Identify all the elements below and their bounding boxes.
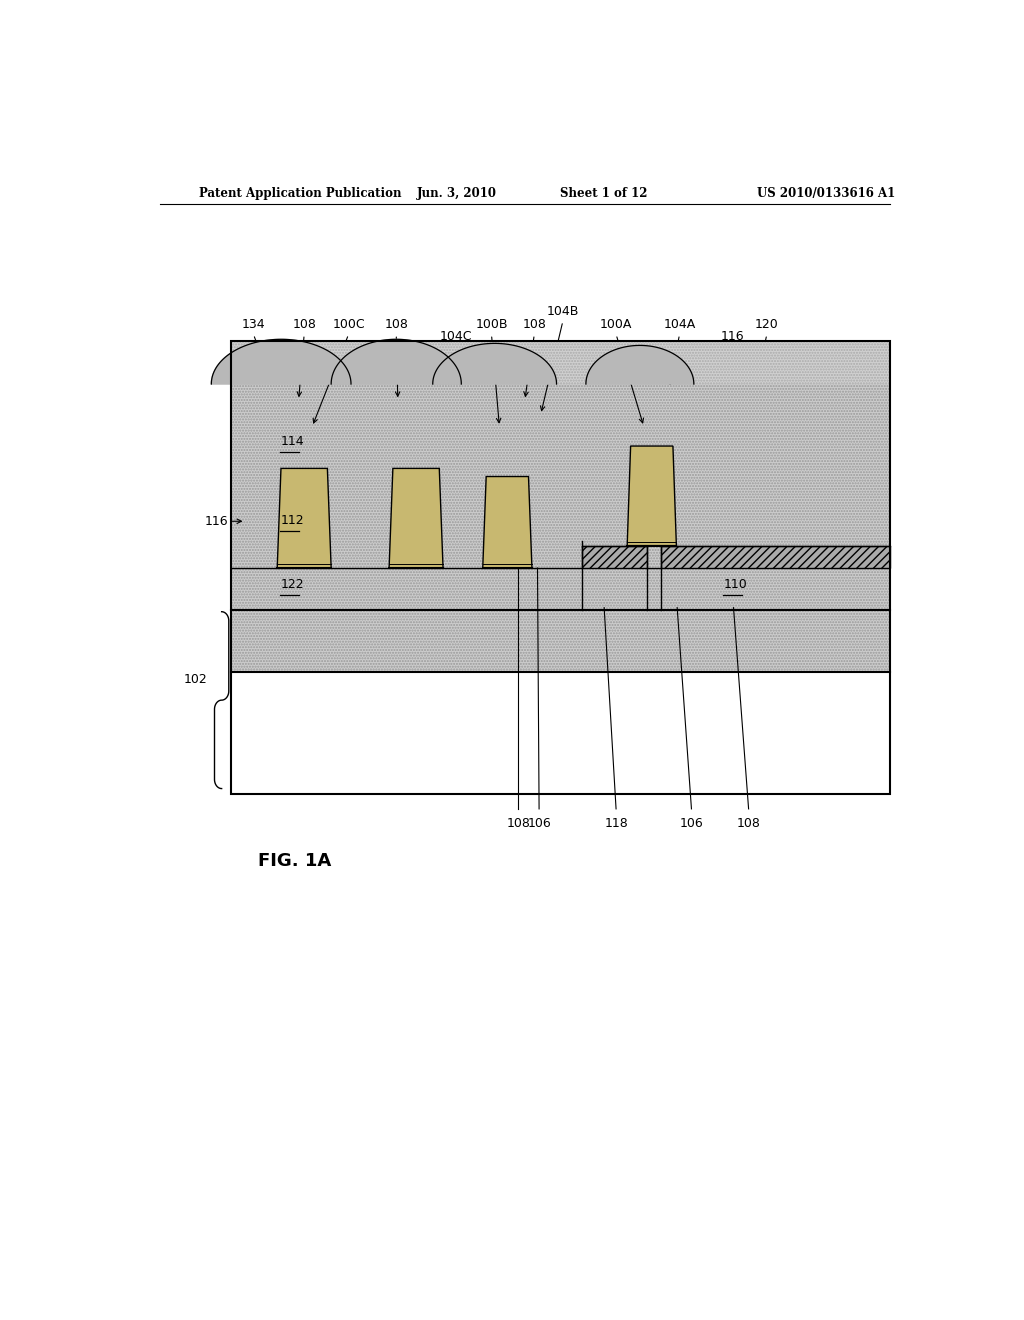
Polygon shape [482, 477, 531, 568]
Text: 100A: 100A [600, 318, 632, 331]
Polygon shape [211, 339, 351, 384]
Polygon shape [433, 343, 557, 384]
Polygon shape [586, 346, 694, 384]
Text: 116: 116 [721, 330, 744, 343]
Text: 108: 108 [384, 318, 409, 331]
Bar [231, 568, 582, 610]
Text: 118: 118 [604, 817, 628, 830]
Text: 134: 134 [242, 318, 265, 331]
Text: 100C: 100C [333, 318, 365, 331]
Text: 114: 114 [281, 436, 304, 447]
Text: 100B: 100B [475, 318, 508, 331]
Bar [582, 568, 890, 610]
Text: 120: 120 [755, 318, 778, 331]
Polygon shape [331, 339, 462, 384]
Bar [662, 545, 890, 568]
Text: 102: 102 [183, 673, 207, 686]
Text: 122: 122 [281, 578, 304, 591]
Text: 108: 108 [507, 817, 530, 830]
Bar [231, 384, 890, 568]
Text: 110: 110 [723, 578, 746, 591]
Text: 106: 106 [680, 817, 703, 830]
Bar [231, 672, 890, 793]
Text: 104C: 104C [439, 330, 472, 343]
Text: 116: 116 [205, 515, 228, 528]
Text: FIG. 1A: FIG. 1A [258, 851, 332, 870]
Text: 104A: 104A [664, 318, 695, 331]
Text: 108: 108 [292, 318, 316, 331]
Text: 104B: 104B [547, 305, 580, 318]
Text: Jun. 3, 2010: Jun. 3, 2010 [418, 187, 498, 201]
Text: Patent Application Publication: Patent Application Publication [200, 187, 402, 201]
Bar [582, 545, 647, 568]
Bar [231, 342, 890, 793]
Bar [231, 342, 890, 384]
Text: 106: 106 [527, 817, 551, 830]
Polygon shape [627, 446, 677, 545]
Text: US 2010/0133616 A1: US 2010/0133616 A1 [757, 187, 896, 201]
Text: Sheet 1 of 12: Sheet 1 of 12 [560, 187, 648, 201]
Text: 108: 108 [522, 318, 546, 331]
Polygon shape [278, 469, 331, 568]
Polygon shape [389, 469, 443, 568]
Text: 108: 108 [736, 817, 761, 830]
Bar [231, 610, 890, 672]
Text: 112: 112 [281, 515, 304, 528]
